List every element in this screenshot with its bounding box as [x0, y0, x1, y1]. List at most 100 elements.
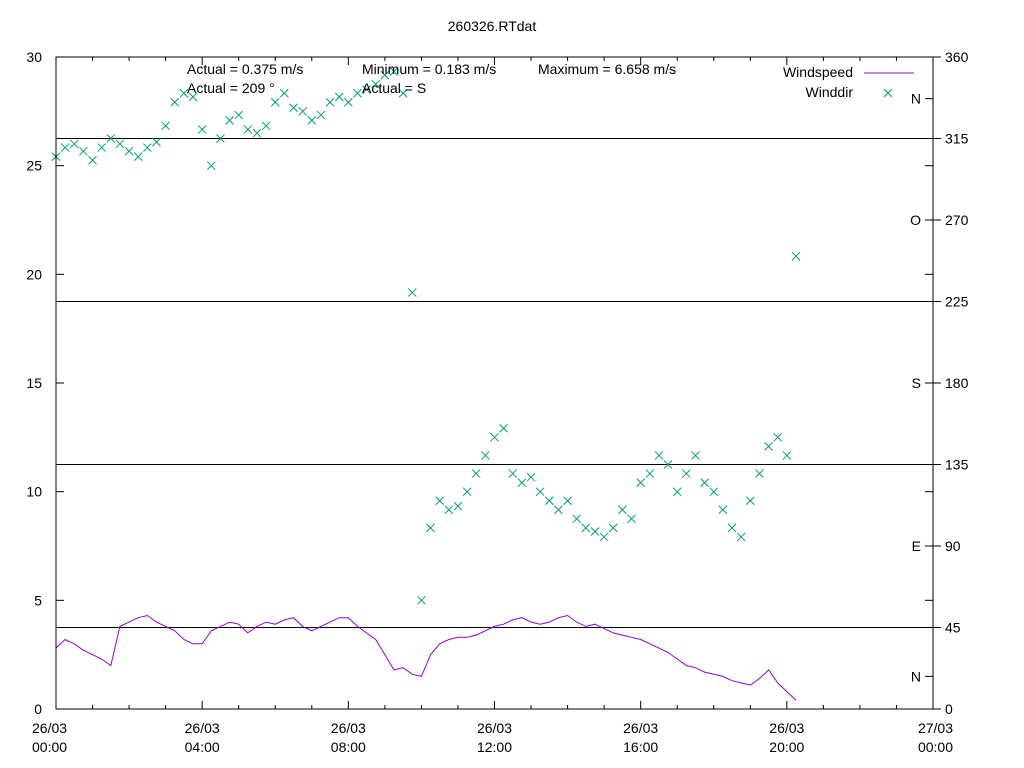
- winddir-point: [581, 523, 591, 533]
- x-tick-date: 26/03: [32, 720, 67, 736]
- y-right-tick-label: 315: [945, 131, 969, 147]
- winddir-point: [544, 496, 554, 506]
- legend-label-winddir: Winddir: [806, 84, 854, 100]
- winddir-point: [709, 487, 719, 497]
- direction-label: S: [912, 375, 921, 391]
- y-right-tick-label: 360: [945, 49, 969, 65]
- winddir-point: [736, 532, 746, 542]
- x-ticks: 26/03 00:00 26/03 04:00 26/03 08:00 26/03 12:00…: [32, 57, 953, 755]
- winddir-point: [490, 432, 499, 442]
- winddir-point: [563, 496, 572, 506]
- winddir-point: [371, 79, 381, 89]
- winddir-point: [97, 143, 107, 152]
- winddir-point: [252, 128, 262, 138]
- winddir-point: [143, 143, 152, 152]
- y-left-tick-label: 15: [26, 375, 42, 391]
- x-tick-date: 26/03: [185, 720, 220, 736]
- x-tick-time: 08:00: [331, 739, 366, 755]
- winddir-point: [764, 442, 773, 451]
- legend: Windspeed Winddir: [783, 64, 914, 100]
- maximum-speed-annotation: Maximum = 6.658 m/s: [538, 61, 676, 77]
- winddir-point: [243, 125, 253, 134]
- legend-label-windspeed: Windspeed: [783, 64, 853, 80]
- winddir-point: [672, 487, 682, 497]
- winddir-point: [572, 514, 582, 524]
- winddir-point: [334, 92, 344, 102]
- winddir-point: [389, 67, 399, 76]
- winddir-point: [426, 523, 435, 533]
- winddir-point: [380, 70, 390, 80]
- x-tick-date: 26/03: [623, 720, 658, 736]
- direction-label: O: [910, 212, 921, 228]
- winddir-point: [307, 116, 317, 125]
- winddir-point: [88, 155, 97, 165]
- winddir-point: [444, 505, 454, 515]
- winddir-point: [727, 523, 737, 533]
- winddir-point: [79, 146, 88, 156]
- winddir-point: [627, 514, 636, 524]
- x-tick-time: 00:00: [918, 739, 953, 755]
- actual-speed-annotation: Actual = 0.375 m/s: [187, 61, 303, 77]
- winddir-point: [554, 505, 563, 515]
- minimum-speed-annotation: Minimum = 0.183 m/s: [362, 61, 496, 77]
- x-tick-date: 26/03: [769, 720, 804, 736]
- winddir-point: [197, 125, 207, 134]
- winddir-point: [316, 110, 326, 120]
- winddir-point: [69, 139, 79, 149]
- y-right-tick-label: 225: [945, 294, 969, 310]
- winddir-point: [170, 97, 180, 107]
- winddir-point: [508, 469, 518, 478]
- winddir-point: [398, 88, 408, 98]
- winddir-point: [481, 451, 490, 460]
- direction-labels: N E S O N: [910, 91, 933, 684]
- winddir-point: [745, 496, 755, 506]
- winddir-point: [700, 478, 709, 487]
- winddir-point: [115, 139, 125, 149]
- winddir-series: [51, 67, 801, 605]
- chart-title: 260326.RTdat: [448, 18, 537, 34]
- winddir-point: [343, 97, 353, 107]
- winddir-point: [152, 137, 161, 147]
- winddir-point: [599, 532, 609, 542]
- y-right-tick-label: 180: [945, 375, 969, 391]
- winddir-point: [663, 460, 673, 469]
- winddir-point: [755, 469, 764, 478]
- windspeed-series: [55, 614, 797, 701]
- winddir-point: [691, 451, 700, 460]
- reference-lines: [56, 138, 933, 628]
- winddir-point: [261, 121, 271, 131]
- y-left-tick-label: 0: [34, 701, 42, 717]
- y-right-ticks: 0 45 90 135 180 225 270 315 360: [933, 49, 969, 717]
- winddir-point: [106, 134, 116, 143]
- y-left-tick-label: 20: [26, 266, 42, 282]
- x-tick-date: 26/03: [477, 720, 512, 736]
- windspeed-line: [55, 614, 797, 701]
- direction-label: E: [912, 538, 921, 554]
- winddir-point: [225, 116, 234, 125]
- x-tick-date: 26/03: [331, 720, 366, 736]
- winddir-point: [535, 487, 545, 497]
- winddir-point: [353, 88, 362, 98]
- winddir-point: [133, 152, 143, 161]
- x-tick-time: 00:00: [32, 739, 67, 755]
- winddir-point: [124, 146, 134, 156]
- y-left-ticks: 0 5 10 15 20 25 30: [26, 49, 933, 717]
- winddir-point: [462, 487, 472, 497]
- winddir-point: [407, 288, 417, 297]
- y-right-tick-label: 0: [945, 701, 953, 717]
- winddir-point: [636, 478, 646, 487]
- winddir-point: [280, 88, 289, 98]
- x-tick-time: 20:00: [769, 739, 804, 755]
- y-left-tick-label: 25: [26, 158, 42, 174]
- y-left-tick-label: 30: [26, 49, 42, 65]
- y-right-tick-label: 90: [945, 538, 961, 554]
- winddir-point: [773, 432, 783, 442]
- winddir-point: [362, 85, 371, 94]
- plot-frame: [55, 56, 934, 710]
- winddir-point: [417, 595, 426, 605]
- x-tick-time: 04:00: [185, 739, 220, 755]
- winddir-point: [517, 478, 527, 487]
- winddir-point: [179, 88, 189, 98]
- winddir-point: [60, 143, 70, 152]
